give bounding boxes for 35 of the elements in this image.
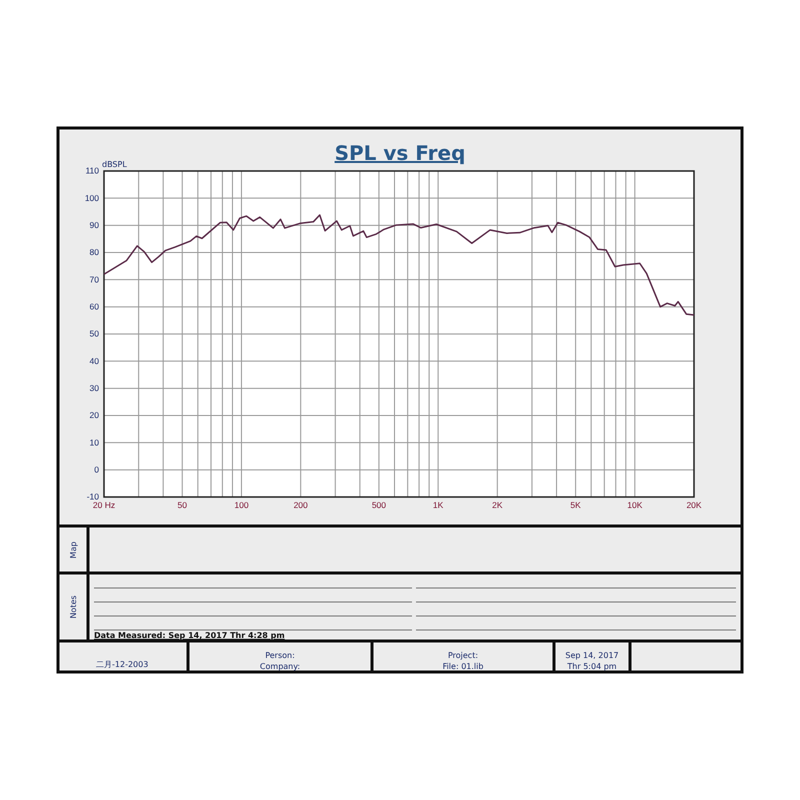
x-tick-label: 50 <box>178 500 188 510</box>
y-tick-label: 110 <box>85 166 100 176</box>
x-tick-label: 500 <box>372 500 386 510</box>
x-tick-label: 20 Hz <box>92 500 116 510</box>
text: Data Measured: Sep 14, 2017 Thr 4:28 pm <box>94 630 285 640</box>
text: Thr 5:04 pm <box>566 662 617 671</box>
y-tick-label: 70 <box>90 274 100 284</box>
text: Project: <box>448 650 478 660</box>
y-tick-label: 80 <box>90 247 100 258</box>
x-tick-label: 20K <box>686 500 702 510</box>
text: Notes <box>68 595 78 619</box>
x-tick-label: 2K <box>492 500 503 510</box>
x-tick-label: 10K <box>627 500 643 510</box>
y-tick-label: 60 <box>90 302 100 312</box>
text: Map <box>68 542 78 558</box>
y-tick-label: 10 <box>90 437 100 448</box>
y-tick-label: 100 <box>84 192 100 203</box>
y-tick-label: 40 <box>90 356 100 366</box>
x-tick-label: 100 <box>234 500 249 510</box>
x-tick-label: 5K <box>570 500 582 510</box>
text: File: 01.lib <box>442 662 484 671</box>
y-tick-label: 90 <box>90 220 100 230</box>
y-tick-label: 30 <box>90 383 100 394</box>
text: Person: <box>265 650 295 660</box>
x-tick-label: 1K <box>432 500 444 510</box>
y-tick-label: 0 <box>94 464 100 475</box>
text: Sep 14, 2017 <box>565 650 619 660</box>
y-tick-label: -10 <box>86 492 100 502</box>
text: 二月-12-2003 <box>96 660 148 669</box>
y-axis-title: dBSPL <box>102 160 128 169</box>
x-tick-label: 200 <box>294 500 308 510</box>
y-tick-label: 20 <box>90 410 100 420</box>
chart-title: SPL vs Freq <box>334 141 466 165</box>
y-tick-label: 50 <box>90 328 100 339</box>
text: Company: <box>260 662 300 671</box>
